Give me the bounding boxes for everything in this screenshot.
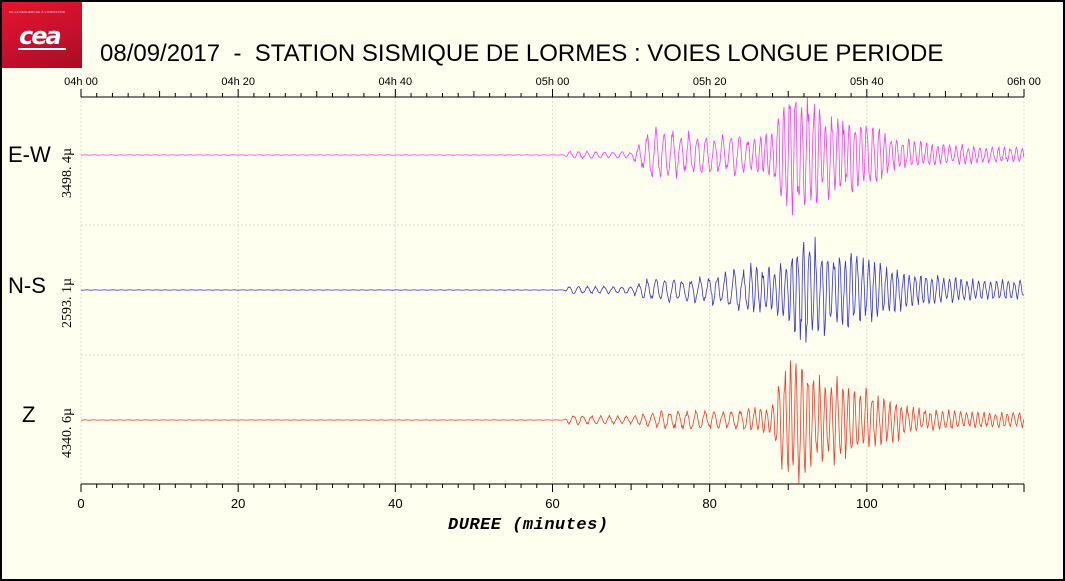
top-axis-tick-label: 05h 40: [850, 76, 884, 88]
cea-logo: DE LA RECHERCHE À L'INDUSTRIE cea: [2, 2, 82, 68]
x-tick-label: 80: [702, 496, 716, 511]
channel-label-ew: E-W: [8, 142, 51, 167]
top-axis-tick-label: 06h 00: [1007, 76, 1041, 88]
x-tick-label: 40: [388, 496, 402, 511]
logo-tagline: DE LA RECHERCHE À L'INDUSTRIE: [9, 10, 66, 14]
trace-z: [80, 360, 1025, 484]
channel-label-z: Z: [22, 402, 36, 427]
top-axis-tick-label: 04h 40: [379, 76, 413, 88]
x-tick-label: 60: [545, 496, 559, 511]
x-axis-label: DUREE (minutes): [448, 516, 609, 535]
trace-ns: [81, 236, 1024, 343]
top-axis-tick-label: 04h 20: [221, 76, 255, 88]
x-tick-label: 20: [231, 496, 245, 511]
top-axis-tick-label: 05h 20: [693, 76, 727, 88]
traces: [80, 97, 1025, 484]
x-tick-label: 100: [856, 496, 878, 511]
chart-title: 08/09/2017 - STATION SISMIQUE DE LORMES …: [100, 40, 944, 67]
top-axis-tick-label: 05h 00: [536, 76, 570, 88]
trace-ew: [80, 97, 1025, 216]
top-axis-tick-label: 04h 00: [64, 76, 98, 88]
channel-label-ns: N-S: [8, 273, 46, 298]
logo-swoosh-icon: [18, 48, 66, 50]
axes: 04h 00 04h 20 04h 40 05h 00 05h 20 05h 40 06h …: [64, 76, 1041, 511]
x-tick-label: 0: [77, 496, 84, 511]
logo-text: cea: [19, 22, 62, 50]
